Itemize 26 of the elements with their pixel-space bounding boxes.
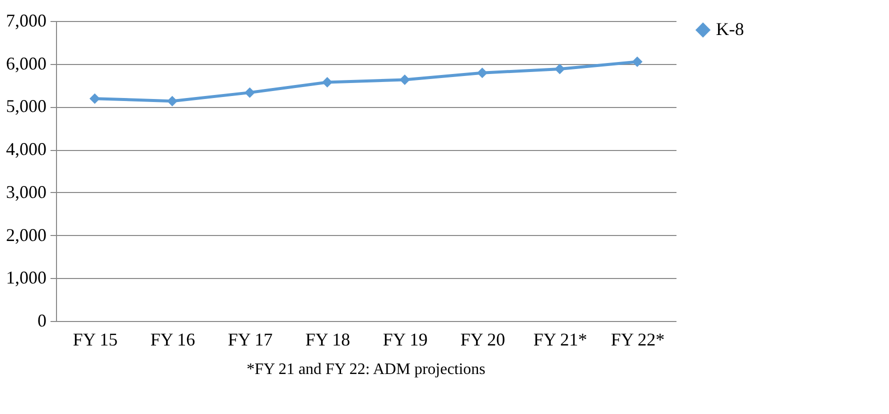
y-tick-label: 3,000	[6, 182, 46, 202]
y-tick-label: 0	[38, 310, 46, 330]
text: *FY 21 and FY 22: ADM projections	[246, 361, 486, 378]
point	[632, 56, 642, 67]
y-tick-label: 7,000	[6, 10, 46, 30]
point	[167, 96, 178, 106]
y-tick-label: 1,000	[6, 268, 46, 288]
x-tick-label: FY 15	[72, 330, 118, 350]
point	[554, 64, 565, 74]
x-tick-label: FY 20	[460, 330, 506, 350]
point	[244, 87, 255, 98]
y-tick-label: 4,000	[6, 139, 46, 160]
x-tick-label: FY 19	[382, 330, 428, 350]
y-tick-label: 5,000	[6, 96, 46, 116]
y-tick-label: 6,000	[6, 53, 46, 74]
x-tick-label: FY 18	[305, 330, 350, 350]
x-tick-label: FY 17	[228, 330, 273, 350]
point	[400, 74, 410, 85]
x-tick-label: FY 16	[150, 330, 196, 350]
point	[322, 77, 332, 88]
point	[477, 68, 488, 78]
point	[90, 93, 100, 104]
legend-label: K-8	[716, 19, 744, 39]
y-tick-label: 2,000	[6, 224, 46, 245]
x-tick-label: FY 22*	[610, 330, 665, 350]
x-tick-label: FY 21*	[533, 330, 588, 350]
